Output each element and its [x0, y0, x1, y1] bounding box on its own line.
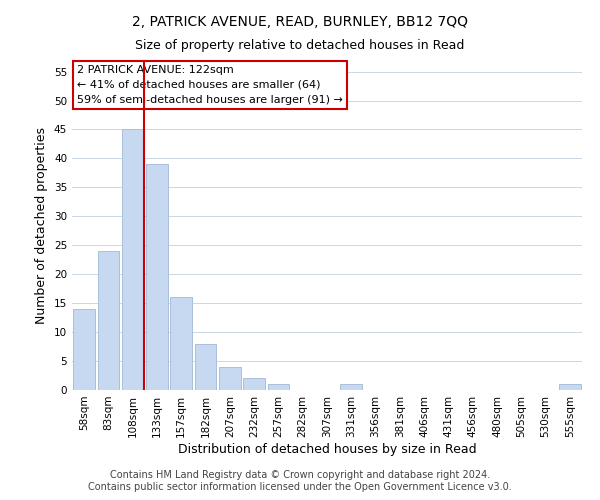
Y-axis label: Number of detached properties: Number of detached properties [35, 126, 49, 324]
Bar [97, 251, 119, 390]
Bar [243, 378, 265, 390]
Bar [340, 384, 362, 390]
Bar [219, 367, 241, 390]
Bar [73, 309, 95, 390]
Bar [268, 384, 289, 390]
Text: 2 PATRICK AVENUE: 122sqm
← 41% of detached houses are smaller (64)
59% of semi-d: 2 PATRICK AVENUE: 122sqm ← 41% of detach… [77, 65, 343, 104]
Bar [146, 164, 168, 390]
Text: Contains HM Land Registry data © Crown copyright and database right 2024.: Contains HM Land Registry data © Crown c… [110, 470, 490, 480]
Bar [194, 344, 217, 390]
Bar [559, 384, 581, 390]
X-axis label: Distribution of detached houses by size in Read: Distribution of detached houses by size … [178, 442, 476, 456]
Bar [170, 298, 192, 390]
Text: Contains public sector information licensed under the Open Government Licence v3: Contains public sector information licen… [88, 482, 512, 492]
Text: Size of property relative to detached houses in Read: Size of property relative to detached ho… [136, 38, 464, 52]
Bar [122, 130, 143, 390]
Text: 2, PATRICK AVENUE, READ, BURNLEY, BB12 7QQ: 2, PATRICK AVENUE, READ, BURNLEY, BB12 7… [132, 15, 468, 29]
